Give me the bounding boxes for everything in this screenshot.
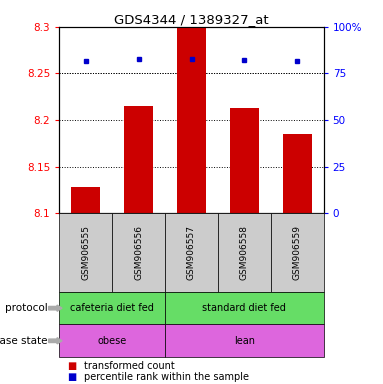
Text: transformed count: transformed count xyxy=(84,361,175,371)
Text: GSM906557: GSM906557 xyxy=(187,225,196,280)
Text: percentile rank within the sample: percentile rank within the sample xyxy=(84,372,249,382)
Bar xyxy=(230,108,259,213)
Bar xyxy=(71,187,100,213)
Text: ■: ■ xyxy=(67,372,76,382)
Bar xyxy=(283,134,312,213)
Bar xyxy=(177,27,206,213)
Bar xyxy=(124,106,153,213)
Text: GSM906558: GSM906558 xyxy=(240,225,249,280)
Text: GSM906559: GSM906559 xyxy=(293,225,302,280)
Text: obese: obese xyxy=(98,336,127,346)
Title: GDS4344 / 1389327_at: GDS4344 / 1389327_at xyxy=(114,13,269,26)
Text: cafeteria diet fed: cafeteria diet fed xyxy=(70,303,154,313)
Text: GSM906555: GSM906555 xyxy=(81,225,90,280)
Text: ■: ■ xyxy=(67,361,76,371)
Text: disease state: disease state xyxy=(0,336,48,346)
Text: GSM906556: GSM906556 xyxy=(134,225,143,280)
Text: lean: lean xyxy=(234,336,255,346)
Text: standard diet fed: standard diet fed xyxy=(203,303,286,313)
Text: protocol: protocol xyxy=(5,303,48,313)
